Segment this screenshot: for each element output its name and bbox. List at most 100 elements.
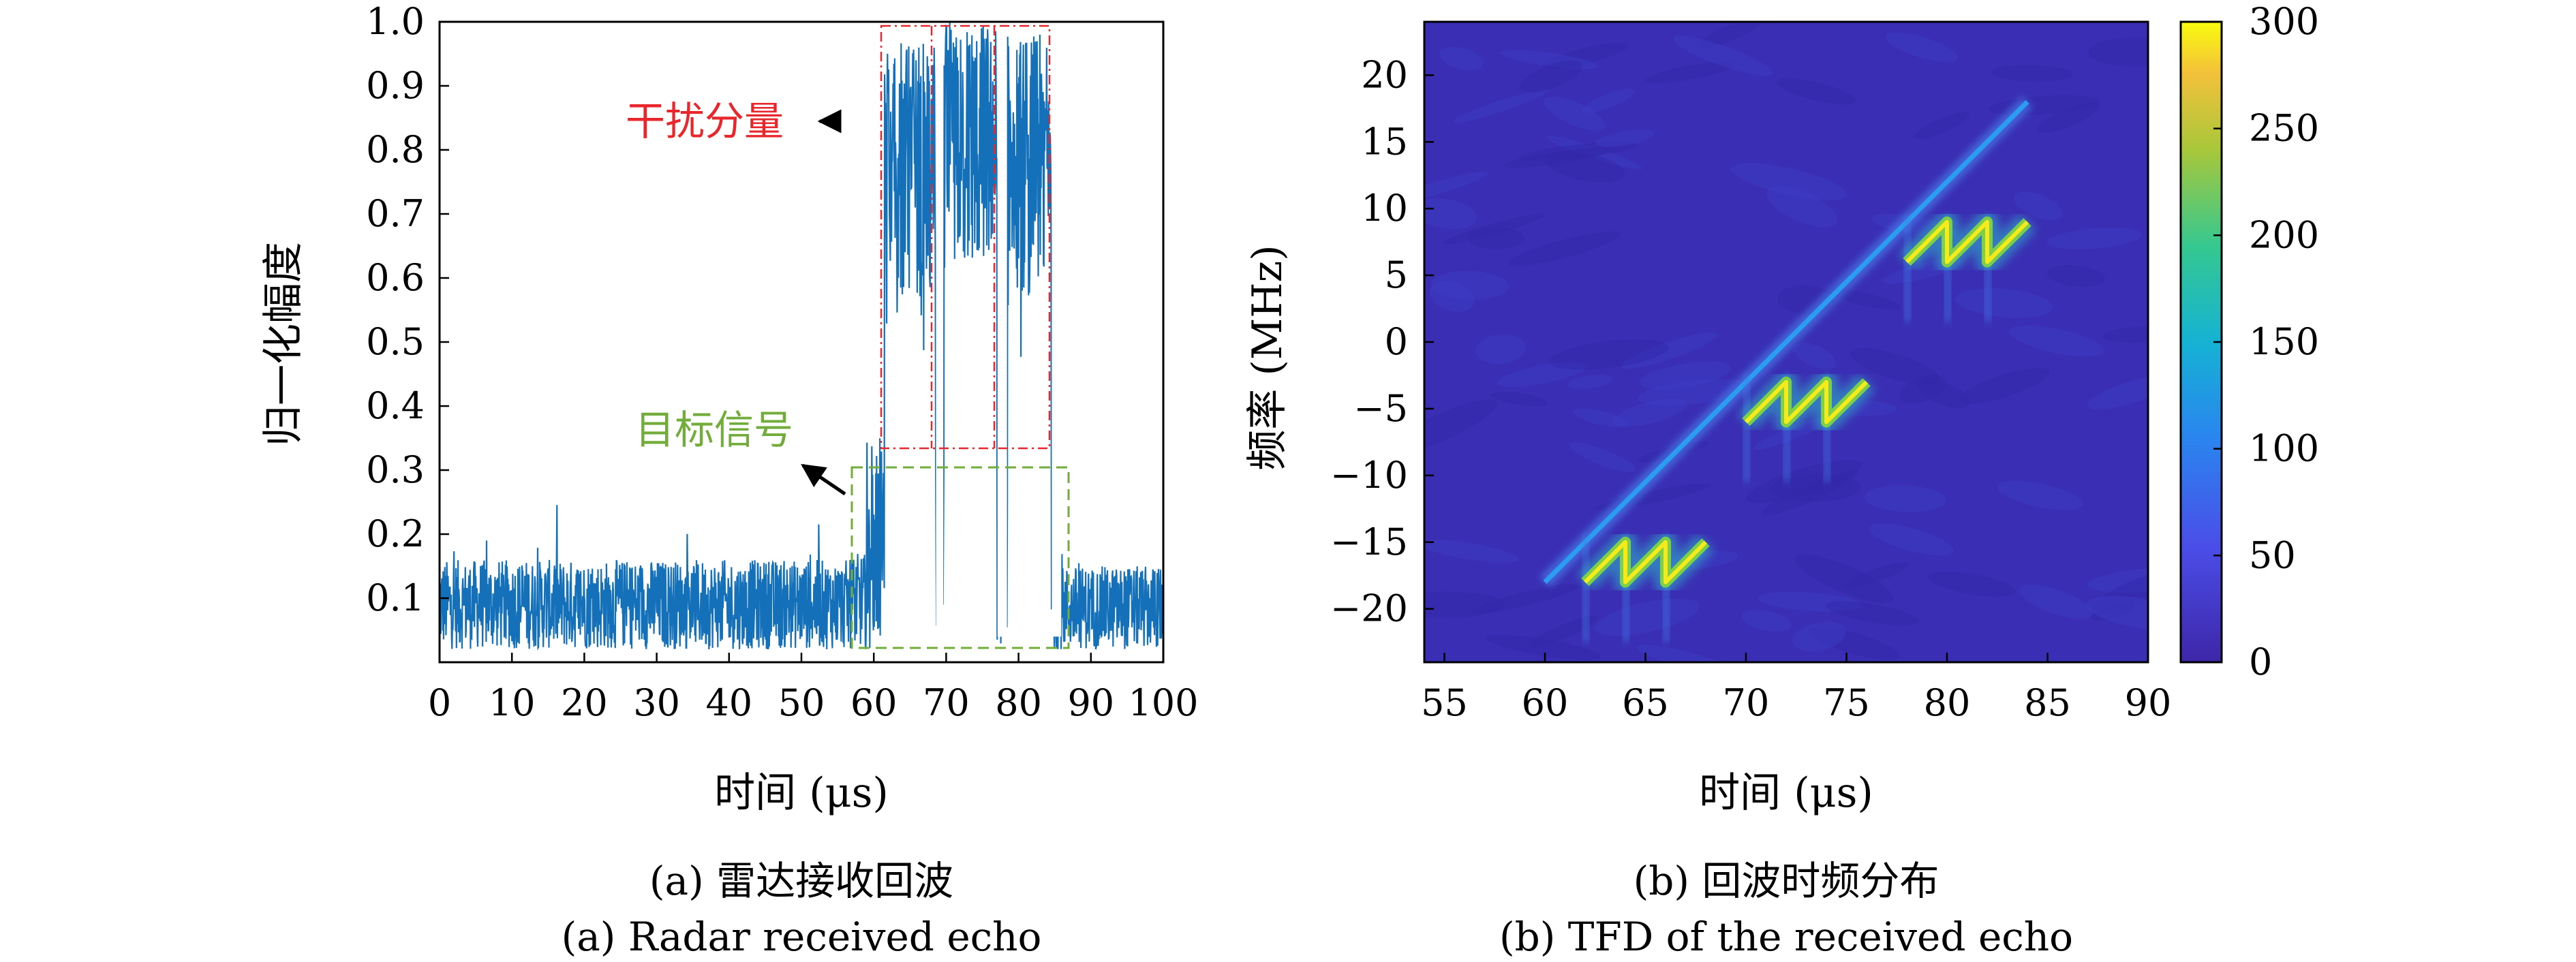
y-tick-label-a: 0.4 bbox=[366, 384, 425, 427]
x-tick-label-b: 60 bbox=[1522, 681, 1569, 724]
tfd-texture-blob bbox=[1644, 61, 1736, 84]
tfd-texture-blob bbox=[1424, 198, 1477, 230]
tfd-texture-blob bbox=[2087, 568, 2148, 593]
interference-smear bbox=[1743, 375, 1750, 482]
y-tick-label-a: 0.3 bbox=[366, 448, 425, 491]
x-tick-label-a: 40 bbox=[705, 681, 752, 724]
interference-label: 干扰分量 bbox=[626, 98, 784, 144]
x-tick-label-b: 85 bbox=[2024, 681, 2071, 724]
colorbar-ticks: 300 250 200 150 100 50 0 bbox=[2213, 0, 2319, 683]
tfd-texture-blob bbox=[2046, 265, 2105, 287]
tfd-texture-blob bbox=[2014, 191, 2063, 221]
y-axis-label-a: 归一化幅度 bbox=[260, 242, 307, 446]
signal-gap bbox=[1052, 66, 1062, 637]
colorbar-tick-label: 50 bbox=[2249, 533, 2296, 576]
tfd-texture-blob bbox=[1542, 42, 1629, 69]
colorbar-tick-label: 0 bbox=[2249, 640, 2272, 683]
x-tick-label-b: 70 bbox=[1723, 681, 1770, 724]
tfd-texture-blob bbox=[1955, 288, 2053, 318]
tfd-texture-blob bbox=[1567, 374, 1613, 390]
tfd-texture-blob bbox=[1500, 50, 1598, 69]
y-tick-label-b: −5 bbox=[1353, 387, 1408, 430]
x-tick-label-b: 80 bbox=[1924, 681, 1971, 724]
y-axis-b: 20 15 10 5 0 −5 −10 −15 −20 bbox=[1330, 53, 1434, 630]
y-tick-label-b: −15 bbox=[1330, 521, 1408, 563]
interference-ridge bbox=[1583, 540, 1708, 585]
y-tick-label-a: 1.0 bbox=[366, 0, 425, 43]
y-tick-label-a: 0.7 bbox=[366, 192, 425, 235]
target-arrow bbox=[801, 463, 846, 496]
tfd-texture-blob bbox=[1471, 583, 1580, 614]
tfd-texture-blob bbox=[1766, 186, 1837, 228]
signal-gap bbox=[936, 66, 944, 637]
x-tick-label-a: 90 bbox=[1067, 681, 1114, 724]
tfd-texture-blob bbox=[2037, 102, 2100, 134]
tfd-texture-blob bbox=[1439, 46, 1484, 71]
tfd-texture-blob bbox=[1429, 281, 1475, 312]
y-tick-label-b: −20 bbox=[1330, 587, 1408, 630]
tfd-texture-blob bbox=[1595, 129, 1655, 147]
x-tick-label-a: 50 bbox=[778, 681, 825, 724]
tfd-texture-blob bbox=[1636, 645, 1741, 662]
tfd-texture-blob bbox=[1792, 621, 1846, 652]
interference-smear bbox=[1904, 215, 1911, 322]
tfd-texture-blob bbox=[1826, 601, 1920, 626]
tfd-texture-blob bbox=[1621, 332, 1717, 369]
tfd-texture-blob bbox=[1731, 163, 1847, 200]
tfd-texture-blob bbox=[2094, 568, 2148, 611]
tfd-texture-blob bbox=[1490, 391, 1548, 407]
tfd-texture-blob bbox=[1776, 78, 1856, 105]
x-tick-label-b: 75 bbox=[1823, 681, 1870, 724]
tfd-texture-blob bbox=[1424, 399, 1497, 454]
x-axis-b: 55 60 65 70 75 80 85 90 bbox=[1421, 653, 2171, 724]
signal-gap bbox=[997, 66, 1007, 637]
tfd-texture-blob bbox=[1544, 96, 1606, 131]
tfd-texture-blob bbox=[1673, 35, 1773, 76]
tfd-texture-blob bbox=[1431, 270, 1509, 300]
y-tick-label-b: 20 bbox=[1361, 53, 1408, 96]
y-axis-a: 0.1 0.2 0.3 0.4 0.5 0.6 0.7 0.8 0.9 1.0 bbox=[366, 0, 449, 619]
x-tick-label-a: 10 bbox=[489, 681, 536, 724]
y-tick-label-a: 0.1 bbox=[366, 576, 425, 619]
interference-ridge bbox=[1744, 379, 1869, 424]
tfd-texture-blob bbox=[1520, 60, 1582, 93]
x-axis-label-b: 时间 (μs) bbox=[1699, 769, 1873, 817]
tfd-texture-blob bbox=[1991, 65, 2073, 82]
tfd-texture-blob bbox=[1485, 634, 1601, 660]
y-tick-label-b: 5 bbox=[1385, 253, 1408, 296]
tfd-texture-blob bbox=[1885, 32, 1958, 62]
tfd-texture-blob bbox=[1546, 136, 1642, 170]
x-tick-label-a: 80 bbox=[995, 681, 1042, 724]
tfd-texture-blob bbox=[1698, 22, 1764, 48]
tfd-texture-blob bbox=[1899, 375, 1947, 404]
y-tick-label-b: −10 bbox=[1330, 454, 1408, 497]
tfd-texture-blob bbox=[2086, 595, 2148, 631]
tfd-texture-blob bbox=[2088, 37, 2148, 67]
x-tick-label-a: 70 bbox=[923, 681, 970, 724]
tfd-texture-blob bbox=[2009, 325, 2104, 357]
tfd-texture-blob bbox=[1746, 460, 1862, 503]
interference-box bbox=[880, 25, 1051, 450]
y-tick-label-a: 0.6 bbox=[366, 256, 425, 299]
tfd-texture-blob bbox=[1845, 562, 1909, 588]
x-tick-label-b: 65 bbox=[1622, 681, 1669, 724]
tfd-texture-blob bbox=[1569, 442, 1636, 472]
tfd-texture-blob bbox=[2087, 376, 2148, 409]
x-axis-label-a: 时间 (μs) bbox=[714, 769, 889, 817]
tfd-texture-blob bbox=[1613, 399, 1687, 427]
tfd-texture-blob bbox=[1475, 334, 1526, 364]
tfd-texture-blob bbox=[2102, 326, 2148, 343]
tfd-texture-blob bbox=[1640, 361, 1731, 390]
tfd-texture-blob bbox=[2091, 604, 2135, 621]
interference-smear bbox=[1582, 535, 1589, 642]
x-tick-label-b: 90 bbox=[2125, 681, 2172, 724]
x-tick-label-a: 100 bbox=[1128, 681, 1198, 724]
tfd-texture-blob bbox=[1424, 591, 1506, 619]
echo-trace bbox=[440, 22, 1163, 651]
tfd-texture-blob bbox=[1503, 147, 1611, 168]
tfd-texture-blob bbox=[1549, 339, 1669, 370]
y-axis-label-b: 频率 (MHz) bbox=[1244, 245, 1291, 470]
y-tick-label-b: 10 bbox=[1361, 187, 1408, 230]
